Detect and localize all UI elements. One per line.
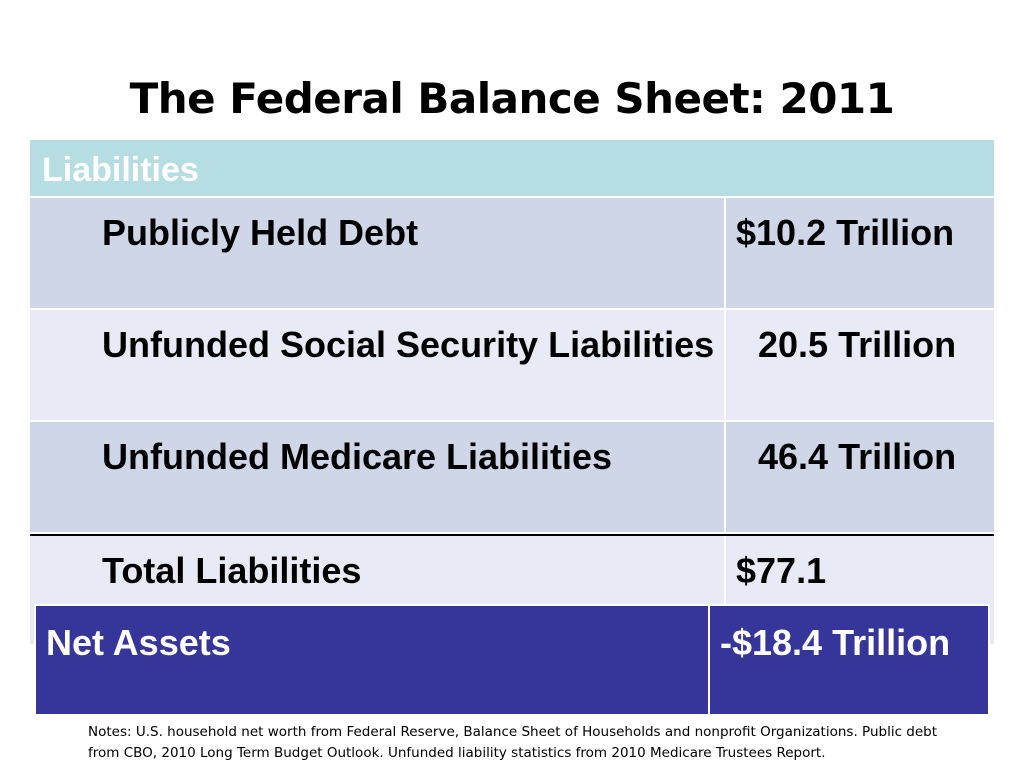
net-assets-label: Net Assets [46, 622, 231, 663]
slide-title: The Federal Balance Sheet: 2011 [129, 74, 895, 123]
row-value: $10.2 Trillion [736, 212, 955, 253]
column-divider [724, 422, 726, 532]
net-assets-value: -$18.4 Trillion [720, 622, 951, 663]
row-label: Publicly Held Debt [102, 212, 419, 253]
row-label: Unfunded Medicare Liabilities [102, 436, 613, 477]
footnote: Notes: U.S. household net worth from Fed… [88, 724, 938, 761]
row-value: 20.5 Trillion [758, 324, 957, 365]
row-value: $77.1 [736, 550, 827, 591]
column-divider [708, 606, 710, 714]
table-row: Unfunded Medicare Liabilities 46.4 Trill… [30, 422, 994, 534]
row-label: Unfunded Social Security Liabilities [102, 324, 715, 365]
column-divider [724, 310, 726, 420]
row-value: 46.4 Trillion [758, 436, 957, 477]
table-row: Unfunded Social Security Liabilities 20.… [30, 310, 994, 422]
row-label: Total Liabilities [102, 550, 362, 591]
table-row: Publicly Held Debt $10.2 Trillion [30, 198, 994, 310]
net-assets-row: Net Assets -$18.4 Trillion [34, 604, 990, 716]
table-header-row: Liabilities [30, 138, 994, 198]
table-header-label: Liabilities [42, 151, 199, 189]
column-divider [724, 536, 726, 644]
column-divider [724, 198, 726, 308]
